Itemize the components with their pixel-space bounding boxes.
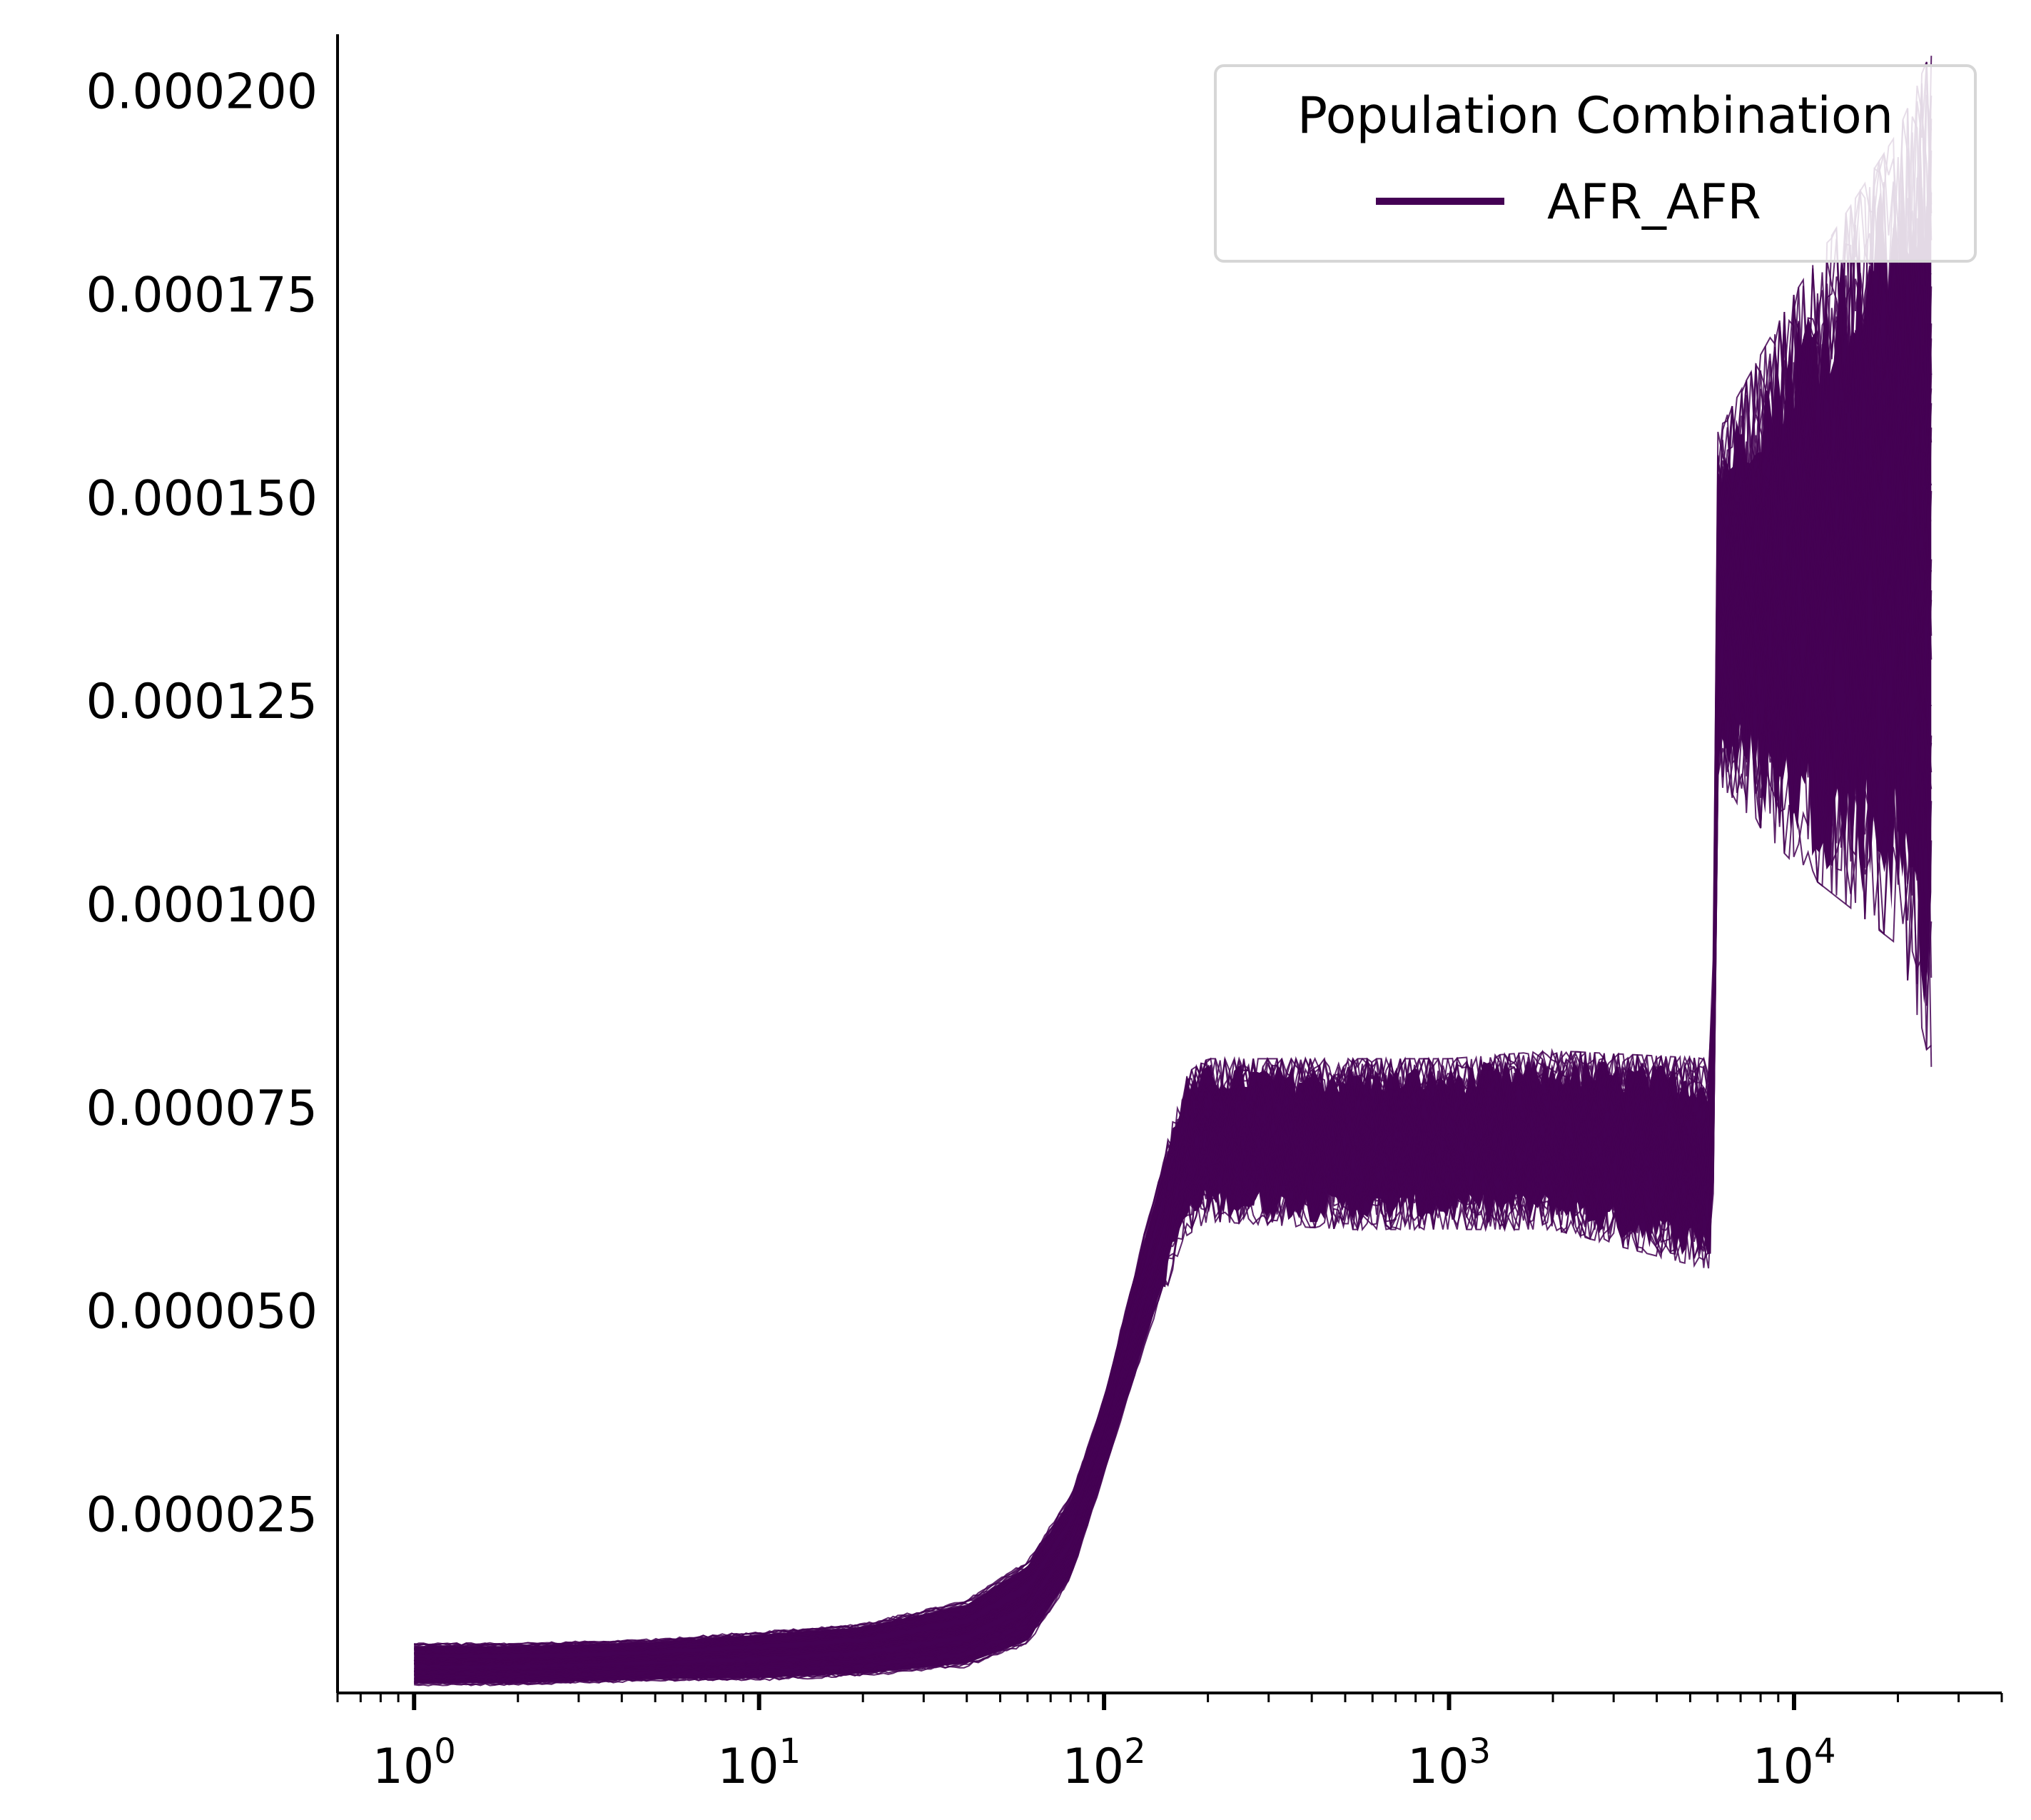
x-tick-label: 101 (717, 1731, 801, 1795)
series-line (414, 150, 1933, 1655)
y-tick-label: 0.000150 (86, 470, 318, 527)
series-line (414, 95, 1933, 1648)
series-line (414, 206, 1933, 1654)
x-tick-base: 10 (1752, 1739, 1814, 1795)
x-tick-base: 10 (717, 1739, 779, 1795)
y-tick-label: 0.000050 (86, 1284, 318, 1340)
x-tick-exponent: 3 (1469, 1731, 1491, 1771)
series-line (413, 84, 1932, 1651)
x-tick-label: 102 (1063, 1731, 1146, 1795)
legend: Population Combination AFR_AFR (1214, 64, 1977, 263)
y-tick-label: 0.000200 (86, 64, 318, 121)
legend-label: AFR_AFR (1547, 174, 1761, 231)
series-line (414, 61, 1933, 1647)
series-line (413, 674, 1933, 1684)
series-line (413, 330, 1933, 1663)
x-tick-exponent: 0 (434, 1731, 456, 1771)
series-line (413, 695, 1933, 1686)
x-tick-exponent: 4 (1814, 1731, 1836, 1771)
axes (336, 34, 2002, 1694)
y-tick-label: 0.000025 (86, 1487, 318, 1543)
series-line (414, 525, 1933, 1674)
x-axis-ticks: 100 101 102 103 104 (336, 1693, 2003, 1795)
legend-box (1214, 64, 1977, 263)
x-tick-label: 103 (1407, 1731, 1491, 1795)
series-lines (413, 56, 1933, 1687)
y-tick-label: 0.000100 (86, 877, 318, 934)
y-tick-label: 0.000175 (86, 268, 318, 324)
x-tick-base: 10 (1407, 1739, 1469, 1795)
x-tick-label: 100 (373, 1731, 456, 1795)
x-tick-base: 10 (373, 1739, 435, 1795)
x-tick-exponent: 1 (779, 1731, 801, 1771)
y-axis-ticks: 0.000025 0.000050 0.000075 0.000100 0.000125… (86, 64, 318, 1544)
x-tick-label: 104 (1752, 1731, 1835, 1795)
series-line (414, 580, 1933, 1676)
series-line (414, 338, 1933, 1662)
x-tick-exponent: 2 (1124, 1731, 1146, 1771)
legend-title: Population Combination (1297, 86, 1893, 145)
y-tick-label: 0.000125 (86, 674, 318, 730)
x-tick-base: 10 (1063, 1739, 1125, 1795)
y-tick-label: 0.000075 (86, 1081, 318, 1137)
